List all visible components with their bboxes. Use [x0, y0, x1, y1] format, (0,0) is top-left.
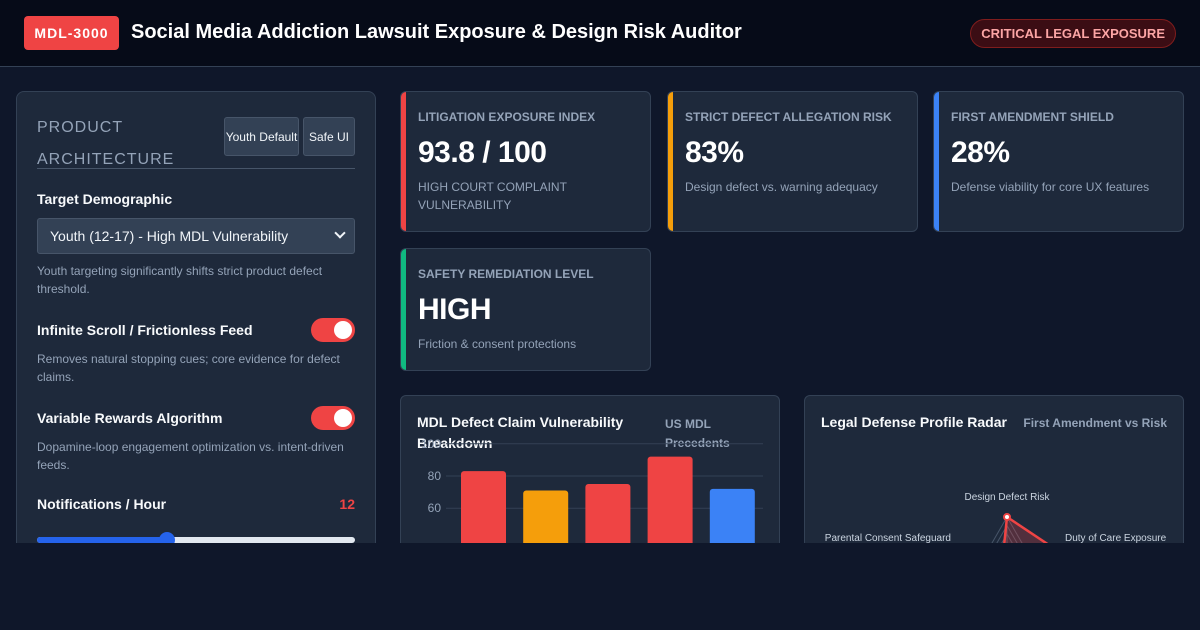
notifications-value: 12 [339, 496, 355, 512]
radar-axis-label: Duty of Care Exposure [1065, 533, 1167, 543]
bar [523, 490, 569, 543]
metric-title: STRICT DEFECT ALLEGATION RISK [685, 110, 892, 124]
metric-subtitle: Defense viability for core UX features [951, 180, 1150, 194]
panel-title: PRODUCT ARCHITECTURE [37, 119, 175, 168]
divider [37, 168, 355, 169]
variable-rewards-toggle[interactable] [311, 406, 355, 430]
top-bar: MDL-3000 Social Media Addiction Lawsuit … [0, 0, 1200, 67]
radar-chart-title: Legal Defense Profile Radar [821, 414, 1007, 430]
metric-title: FIRST AMENDMENT SHIELD [951, 110, 1114, 124]
bar-chart-subtitle: US MDL Precedents [665, 417, 730, 450]
radar-axis-label: Parental Consent Safeguard [825, 533, 951, 543]
chevron-down-icon [334, 227, 346, 239]
notifications-slider-thumb[interactable] [159, 532, 176, 543]
litigation-exposure-card: LITIGATION EXPOSURE INDEX 93.8 / 100 HIG… [400, 91, 651, 232]
y-tick-label: 100 [421, 437, 441, 451]
metric-subtitle: Design defect vs. warning adequacy [685, 180, 878, 194]
bar [461, 471, 506, 543]
metric-value: 93.8 / 100 [418, 136, 547, 169]
safety-remediation-card: SAFETY REMEDIATION LEVEL HIGH Friction &… [400, 248, 651, 371]
y-tick-label: 60 [428, 501, 442, 515]
notifications-label: Notifications / Hour [37, 496, 167, 512]
radar-point [1003, 513, 1011, 521]
radar-chart: Design Defect Risk Duty of Care Exposure P… [825, 492, 1167, 543]
metric-title: SAFETY REMEDIATION LEVEL [418, 267, 594, 281]
target-demographic-label: Target Demographic [37, 191, 173, 207]
radar-axis-label: Design Defect Risk [964, 492, 1050, 503]
radar-grid-ring [991, 516, 1023, 543]
app-badge: MDL-3000 [24, 16, 119, 50]
first-amendment-card: FIRST AMENDMENT SHIELD 28% Defense viabi… [933, 91, 1184, 232]
target-demographic-help: Youth targeting significantly shifts str… [37, 264, 323, 296]
metric-title: LITIGATION EXPOSURE INDEX [418, 110, 596, 124]
y-tick-label: 80 [428, 469, 442, 483]
radar-chart-subtitle: First Amendment vs Risk [1023, 416, 1167, 430]
infinite-scroll-toggle[interactable] [311, 318, 355, 342]
strict-defect-card: STRICT DEFECT ALLEGATION RISK 83% Design… [667, 91, 918, 232]
card-accent [401, 249, 406, 370]
metric-value: 83% [685, 136, 744, 169]
exposure-status-badge: CRITICAL LEGAL EXPOSURE [970, 19, 1176, 48]
variable-rewards-label: Variable Rewards Algorithm [37, 410, 223, 426]
radar-series-area [1003, 514, 1049, 543]
app-title: Social Media Addiction Lawsuit Exposure … [131, 21, 742, 43]
bar [709, 488, 755, 543]
safe-ui-preset-button[interactable]: Safe UI [303, 117, 355, 156]
youth-default-preset-button[interactable]: Youth Default [224, 117, 299, 156]
metric-subtitle: HIGH COURT COMPLAINT VULNERABILITY [418, 180, 567, 212]
notifications-slider-fill [37, 537, 168, 543]
product-architecture-panel: PRODUCT ARCHITECTURE Youth Default Safe … [16, 91, 376, 543]
target-demographic-select[interactable]: Youth (12-17) - High MDL Vulnerability [37, 218, 355, 254]
variable-rewards-help: Dopamine-loop engagement optimization vs… [37, 440, 344, 472]
target-demographic-value: Youth (12-17) - High MDL Vulnerability [50, 228, 289, 244]
main-content[interactable]: PRODUCT ARCHITECTURE Youth Default Safe … [0, 67, 1200, 543]
card-accent [934, 92, 939, 231]
metric-subtitle: Friction & consent protections [418, 337, 577, 351]
bar [585, 484, 631, 543]
infinite-scroll-label: Infinite Scroll / Frictionless Feed [37, 322, 253, 338]
card-accent [401, 92, 406, 231]
bar [647, 456, 693, 543]
notifications-slider-track[interactable] [37, 537, 355, 543]
bar-chart-title: MDL Defect Claim Vulnerability Breakdown [417, 414, 624, 451]
bar-chart-panel: MDL Defect Claim Vulnerability Breakdown… [400, 395, 780, 543]
toggle-knob [334, 409, 352, 427]
toggle-knob [334, 321, 352, 339]
card-accent [668, 92, 673, 231]
radar-chart-panel: Legal Defense Profile Radar First Amendm… [804, 395, 1184, 543]
infinite-scroll-help: Removes natural stopping cues; core evid… [37, 352, 340, 384]
bar-chart: 100 80 60 [421, 437, 763, 543]
metric-value: HIGH [418, 293, 492, 326]
metric-value: 28% [951, 136, 1010, 169]
